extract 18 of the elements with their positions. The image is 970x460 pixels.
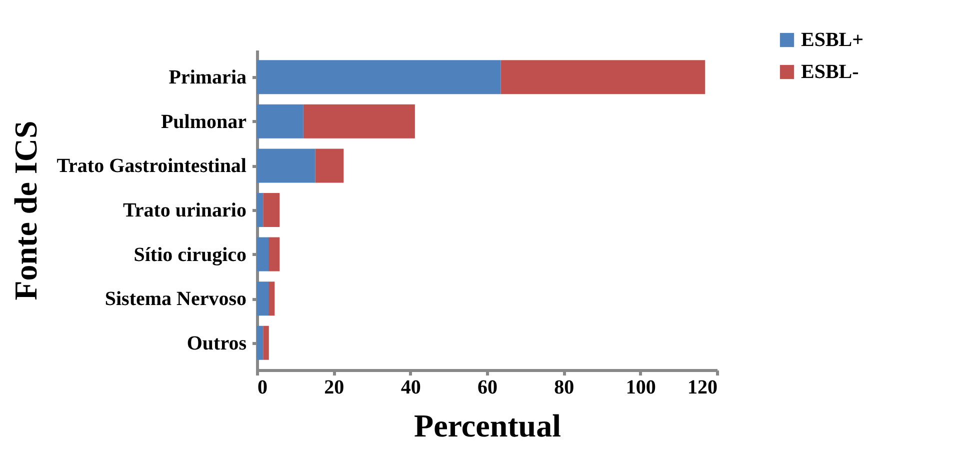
legend-label: ESBL- <box>801 61 859 83</box>
x-tick-label: 0 <box>258 376 268 398</box>
y-tick-label: Pulmonar <box>160 110 247 133</box>
y-tick-label: Sistema Nervoso <box>104 288 246 310</box>
x-tick-label: 40 <box>400 376 421 398</box>
y-tick-label: Primaria <box>168 66 246 89</box>
x-tick-label: 20 <box>324 376 344 398</box>
x-tick-label: 100 <box>626 376 656 398</box>
y-tick-label: Trato urinario <box>122 200 246 222</box>
x-tick-label: 120 <box>688 376 718 398</box>
y-axis-title: Fonte de ICS <box>8 120 44 300</box>
y-tick-label: Sítio cirugico <box>134 244 246 266</box>
x-axis-title: Percentual <box>414 408 562 444</box>
y-tick-label: Outros <box>186 332 247 354</box>
y-tick-label: Trato Gastrointestinal <box>56 155 247 178</box>
legend-label: ESBL+ <box>801 29 864 51</box>
x-tick-label: 60 <box>478 376 498 398</box>
x-tick-label: 80 <box>554 376 574 398</box>
